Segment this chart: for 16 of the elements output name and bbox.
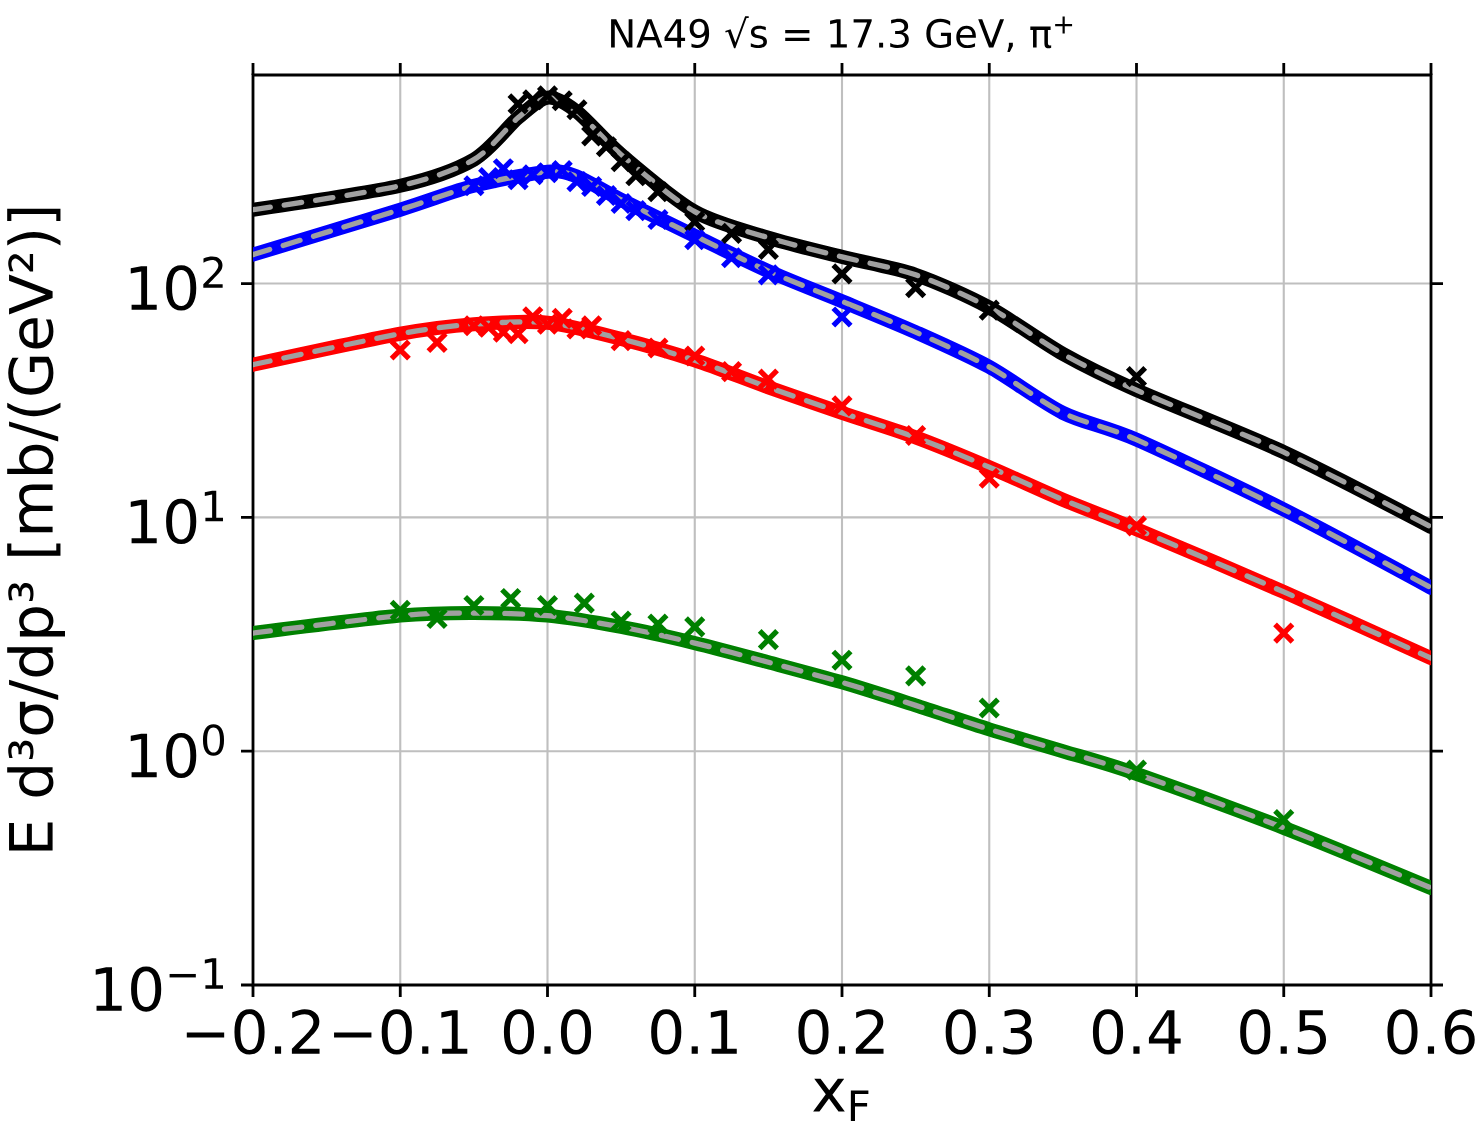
x-tick-label: 0.3 — [945, 1009, 1032, 1055]
y-tick-label: 10$^{−1}$ — [95, 958, 223, 1012]
x-tick-label: 0.4 — [1092, 1009, 1181, 1055]
x-tick-label: −0.1 — [334, 1009, 468, 1055]
x-tick-label: −0.2 — [186, 1009, 320, 1055]
x-tick-label: 0.0 — [503, 1009, 592, 1055]
x-tick-label: 0.2 — [798, 1009, 884, 1055]
x-axis-title: x$_{F}$ — [813, 1078, 869, 1121]
x-tick-label: 0.1 — [651, 1009, 737, 1055]
x-tick-label: 0.6 — [1387, 1009, 1475, 1055]
chart-title: NA49 √s = 17.3 GeV, π$^{+}$ — [611, 16, 1073, 52]
y-tick-label: 10$^{2}$ — [130, 256, 223, 311]
x-tick-label: 0.5 — [1240, 1009, 1327, 1055]
y-tick-label: 10$^{0}$ — [130, 724, 225, 779]
y-tick-label: 10$^{1}$ — [130, 490, 223, 545]
y-axis-title: E d³σ/dp³ [mb/(GeV²)] — [7, 208, 65, 851]
